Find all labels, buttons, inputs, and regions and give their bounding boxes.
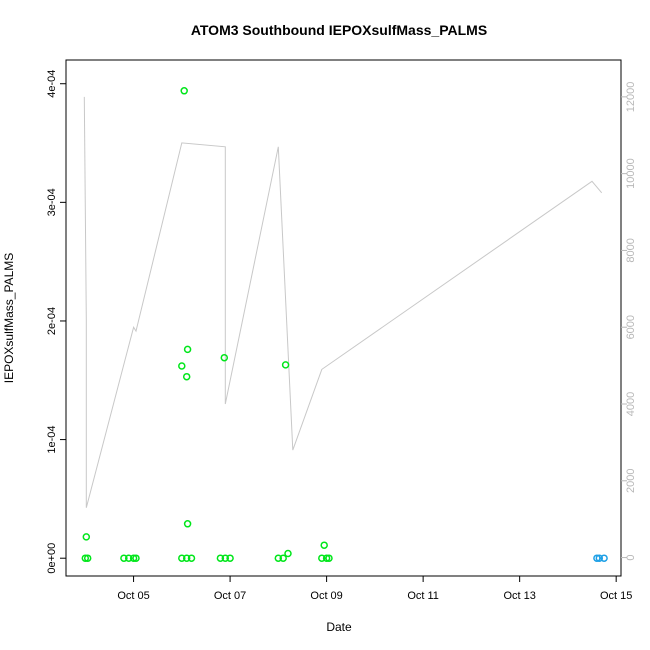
data-point: [124, 554, 133, 562]
data-point: [182, 554, 191, 562]
data-point: [182, 372, 191, 381]
x-tick-label: Oct 05: [117, 590, 149, 602]
x-tick-label: Oct 07: [214, 590, 246, 602]
data-point: [216, 554, 225, 562]
x-tick-label: Oct 15: [600, 590, 632, 602]
x-axis-label: Date: [326, 620, 352, 634]
data-point: [600, 554, 608, 562]
data-point: [595, 554, 604, 562]
data-point: [129, 554, 138, 562]
y2-tick-label: 2000: [625, 469, 637, 493]
data-point: [187, 554, 196, 562]
y2-tick-label: 10000: [625, 158, 637, 189]
data-point: [221, 554, 230, 562]
x-axis: Oct 05 Oct 07 Oct 09 Oct 11 Oct 13 Oct 15: [117, 575, 632, 602]
y-tick-label: 4e-04: [46, 70, 58, 98]
chart-title: ATOM3 Southbound IEPOXsulfMass_PALMS: [191, 22, 487, 38]
y-tick-label: 2e-04: [46, 307, 58, 335]
x-tick-label: Oct 13: [503, 590, 535, 602]
data-point: [183, 520, 192, 528]
x-tick-label: Oct 09: [310, 590, 342, 602]
data-point: [132, 554, 140, 562]
data-point: [81, 554, 90, 562]
data-point: [226, 554, 234, 562]
y2-tick-label: 8000: [625, 238, 637, 262]
data-point: [318, 554, 326, 562]
data-point: [82, 533, 91, 541]
data-point: [274, 554, 283, 562]
data-points: [81, 87, 608, 562]
y2-tick-label: 0: [625, 555, 637, 561]
y2-tick-label: 12000: [625, 82, 637, 113]
data-point: [183, 345, 192, 354]
x-tick-label: Oct 11: [407, 590, 439, 602]
y2-tick-label: 6000: [625, 315, 637, 339]
y-tick-label: 0e+00: [46, 543, 58, 574]
data-point: [180, 87, 188, 95]
data-point: [284, 549, 292, 558]
data-point: [83, 554, 92, 562]
data-point: [593, 554, 601, 562]
data-point: [320, 541, 328, 549]
data-point: [178, 362, 186, 370]
plot-frame: [65, 59, 622, 577]
altitude-trace-line: [83, 96, 603, 508]
data-point: [220, 353, 229, 362]
data-point: [178, 554, 186, 562]
y-tick-label: 3e-04: [46, 188, 58, 216]
data-point: [279, 554, 287, 562]
y-axis: 0e+00 1e-04 2e-04 3e-04 4e-04: [46, 70, 66, 574]
data-point: [281, 361, 290, 369]
y-tick-label: 1e-04: [46, 426, 58, 454]
y2-axis: 0 2000 4000 6000 8000 10000 12000: [621, 82, 637, 561]
y-axis-label: IEPOXsulfMass_PALMS: [2, 253, 16, 384]
data-point: [120, 554, 128, 562]
data-point: [322, 554, 331, 562]
y2-tick-label: 4000: [625, 392, 637, 416]
data-point: [325, 554, 333, 562]
altitude-trace: [83, 96, 603, 508]
